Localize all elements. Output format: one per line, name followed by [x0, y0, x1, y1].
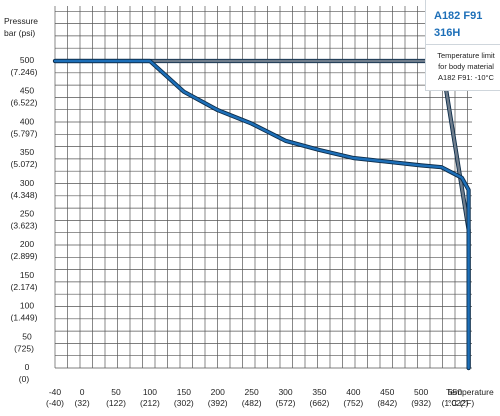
- x-tick-label: 400: [346, 387, 360, 397]
- y-axis-title: Pressure bar (psi): [4, 16, 40, 38]
- x-axis-title: Temperature °C (°F): [446, 387, 496, 408]
- y-tick-label: 150: [20, 270, 34, 280]
- y-axis-title-line1: Pressure: [4, 16, 38, 26]
- x-tick-label-f: (32): [75, 398, 90, 408]
- y-tick-label: 0: [25, 362, 30, 372]
- y-tick-label-psi: (7.246): [11, 67, 38, 77]
- y-tick-label: 250: [20, 209, 34, 219]
- x-tick-label: 350: [312, 387, 326, 397]
- x-tick-label-f: (1.022): [442, 398, 469, 408]
- x-tick-label: 150: [177, 387, 191, 397]
- x-tick-label-f: (302): [174, 398, 194, 408]
- y-tick-label-psi: (2.174): [11, 282, 38, 292]
- x-tick-label: 500: [414, 387, 428, 397]
- x-tick-label-f: (662): [310, 398, 330, 408]
- x-tick-label: 0: [80, 387, 85, 397]
- x-tick-label-f: (572): [276, 398, 296, 408]
- x-tick-label-f: (752): [343, 398, 363, 408]
- y-axis-title-line2: bar (psi): [4, 28, 35, 38]
- y-tick-label-psi: (6.522): [11, 98, 38, 108]
- y-tick-label-psi: (0): [19, 374, 30, 384]
- y-tick-label-psi: (725): [14, 343, 34, 353]
- x-tick-label: 450: [380, 387, 394, 397]
- y-tick-label: 100: [20, 301, 34, 311]
- series-line-1: [53, 59, 470, 370]
- series-group: [52, 58, 471, 371]
- x-tick-label: 550: [448, 387, 462, 397]
- x-tick-label: 300: [278, 387, 292, 397]
- y-tick-label: 500: [20, 55, 34, 65]
- y-tick-label: 400: [20, 116, 34, 126]
- y-tick-label-psi: (2.899): [11, 251, 38, 261]
- y-tick-label: 200: [20, 239, 34, 249]
- y-tick-label-psi: (3.623): [11, 221, 38, 231]
- x-tick-label-f: (482): [242, 398, 262, 408]
- x-tick-label: 250: [245, 387, 259, 397]
- y-axis: Pressure bar (psi) 500(7.246)450(6.522)4…: [4, 16, 40, 384]
- legend-title: A182 F91 316H: [434, 10, 483, 39]
- x-tick-label-f: (932): [411, 398, 431, 408]
- x-tick-label-f: (122): [106, 398, 126, 408]
- grid: [54, 6, 472, 369]
- y-tick-label-psi: (5.797): [11, 128, 38, 138]
- y-tick-label: 50: [22, 331, 32, 341]
- legend-note: Temperature limit for body material A182…: [437, 51, 495, 82]
- y-tick-label: 350: [20, 147, 34, 157]
- x-axis: Temperature °C (°F) -40(-40) 0(32) 50(122)…: [46, 387, 496, 408]
- x-axis-title-line1: Temperature: [446, 387, 494, 397]
- x-tick-label: -40: [49, 387, 62, 397]
- x-tick-label-f: (392): [208, 398, 228, 408]
- x-tick-label: 100: [143, 387, 157, 397]
- y-tick-label-psi: (5.072): [11, 159, 38, 169]
- series-line-outline-1: [52, 58, 471, 371]
- y-tick-label-psi: (4.348): [11, 190, 38, 200]
- x-tick-label-f: (842): [377, 398, 397, 408]
- y-tick-label: 450: [20, 86, 34, 96]
- x-tick-label-f: (212): [140, 398, 160, 408]
- x-tick-label: 50: [111, 387, 121, 397]
- series-line-0: [53, 59, 470, 370]
- x-axis-title-line2: °C (°F): [448, 398, 474, 408]
- y-tick-label: 300: [20, 178, 34, 188]
- legend-divider: [426, 44, 500, 45]
- series-line-outline-0: [52, 58, 471, 371]
- x-tick-label: 200: [211, 387, 225, 397]
- legend-box: A182 F91 316H Temperature limit for body…: [425, 0, 500, 91]
- y-tick-label-psi: (1.449): [11, 313, 38, 323]
- x-tick-label-f: (-40): [46, 398, 64, 408]
